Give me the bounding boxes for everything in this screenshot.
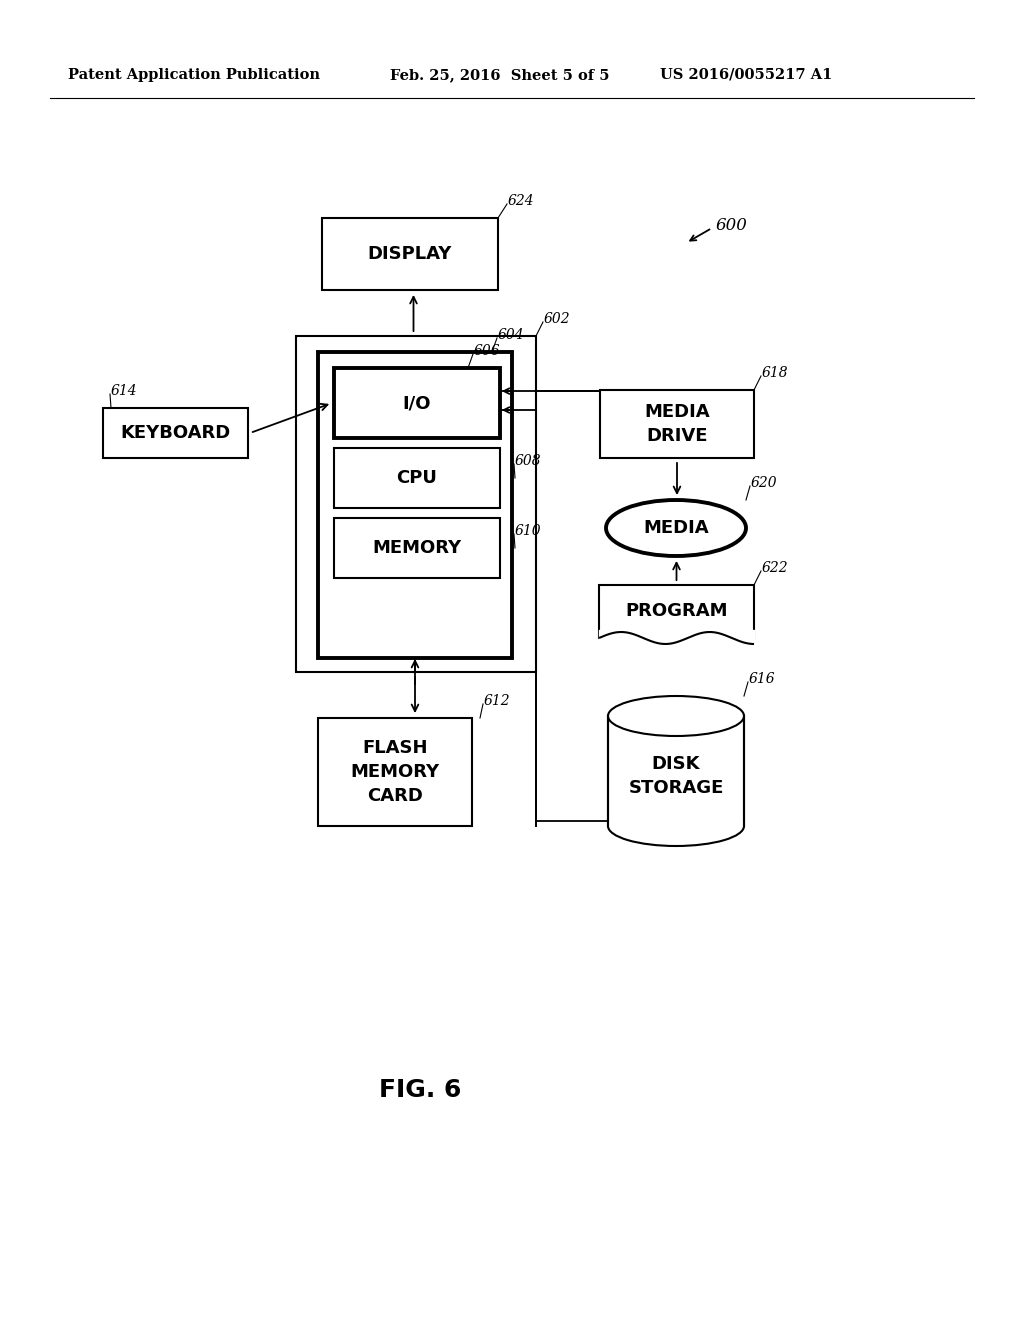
Text: 614: 614 <box>111 384 137 399</box>
Bar <box>318 352 512 657</box>
Text: US 2016/0055217 A1: US 2016/0055217 A1 <box>660 69 833 82</box>
Text: 620: 620 <box>751 477 777 490</box>
Bar <box>318 718 472 826</box>
Text: CPU: CPU <box>396 469 437 487</box>
Bar <box>322 218 498 290</box>
Text: Feb. 25, 2016  Sheet 5 of 5: Feb. 25, 2016 Sheet 5 of 5 <box>390 69 609 82</box>
Text: PROGRAM: PROGRAM <box>626 602 728 620</box>
Text: 612: 612 <box>484 694 511 708</box>
Text: 606: 606 <box>474 345 501 358</box>
Text: 610: 610 <box>515 524 542 539</box>
Text: MEDIA: MEDIA <box>643 519 709 537</box>
Bar <box>334 517 500 578</box>
Text: 622: 622 <box>762 561 788 576</box>
Text: DISPLAY: DISPLAY <box>368 246 453 263</box>
Text: MEMORY: MEMORY <box>373 539 462 557</box>
Text: 618: 618 <box>762 366 788 380</box>
Text: KEYBOARD: KEYBOARD <box>121 424 230 442</box>
Text: I/O: I/O <box>402 393 431 412</box>
Text: MEDIA
DRIVE: MEDIA DRIVE <box>644 403 710 445</box>
Text: 616: 616 <box>749 672 775 686</box>
Ellipse shape <box>608 807 744 846</box>
Text: 608: 608 <box>515 454 542 469</box>
Bar <box>296 337 536 672</box>
Bar <box>334 447 500 508</box>
Text: DISK
STORAGE: DISK STORAGE <box>629 755 724 797</box>
Text: 624: 624 <box>508 194 535 209</box>
Text: 600: 600 <box>716 216 748 234</box>
Bar <box>334 368 500 438</box>
Text: Patent Application Publication: Patent Application Publication <box>68 69 319 82</box>
Text: FLASH
MEMORY
CARD: FLASH MEMORY CARD <box>350 739 439 805</box>
Text: 604: 604 <box>498 327 524 342</box>
Text: FIG. 6: FIG. 6 <box>379 1078 461 1102</box>
Text: 602: 602 <box>544 312 570 326</box>
Bar <box>103 408 248 458</box>
Ellipse shape <box>608 696 744 737</box>
Ellipse shape <box>606 500 746 556</box>
Bar <box>600 389 754 458</box>
Bar <box>599 585 754 638</box>
